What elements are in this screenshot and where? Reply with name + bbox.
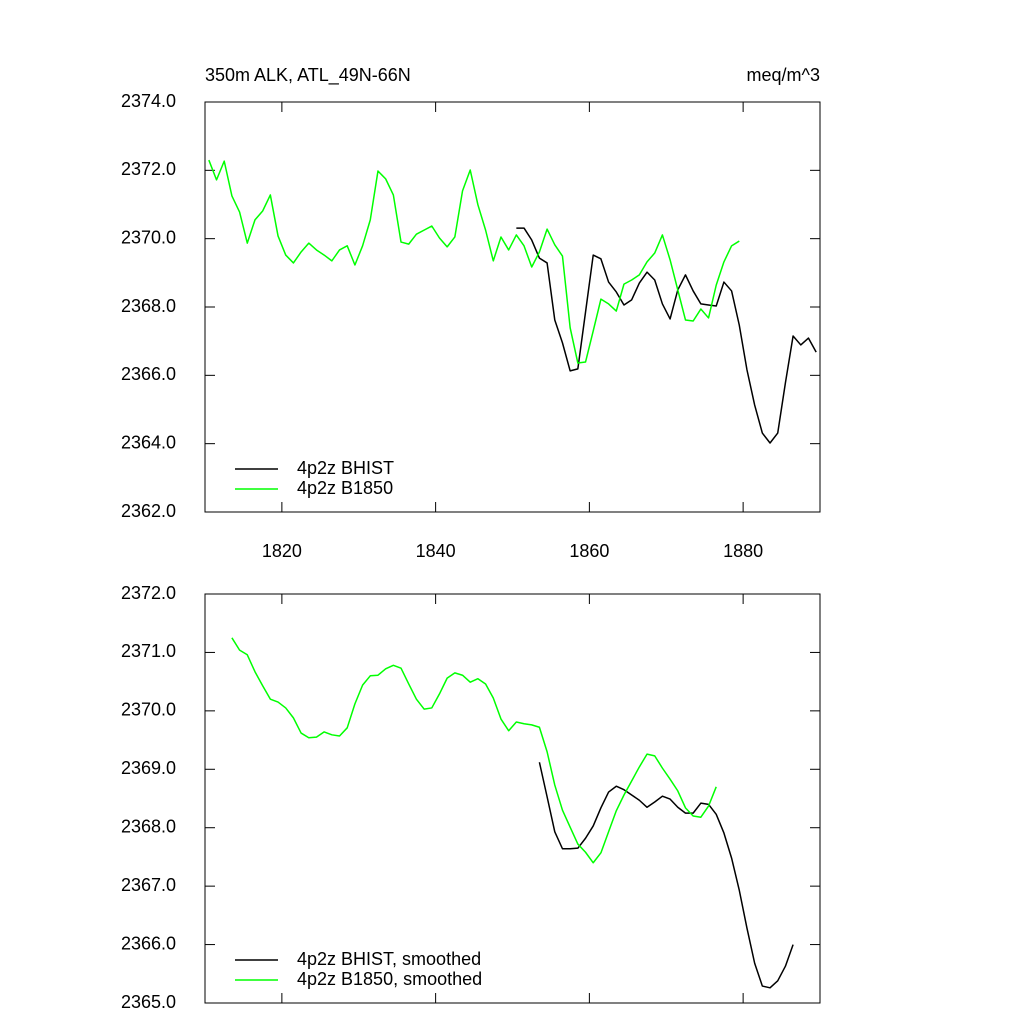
x-tick-label: 1840 (416, 541, 456, 561)
x-tick-label: 1860 (569, 541, 609, 561)
legend-label: 4p2z B1850 (297, 478, 393, 498)
y-tick-label: 2370.0 (121, 227, 176, 247)
x-tick-label: 1820 (262, 541, 302, 561)
series-line (231, 637, 717, 864)
legend-label: 4p2z BHIST (297, 458, 394, 478)
series-line (516, 227, 817, 444)
units-label: meq/m^3 (747, 65, 820, 85)
y-tick-label: 2367.0 (121, 875, 176, 895)
series-line (538, 762, 794, 989)
plot-frame (204, 593, 821, 1004)
legend-label: 4p2z B1850, smoothed (297, 969, 482, 989)
x-tick-label: 1880 (723, 541, 763, 561)
y-tick-label: 2366.0 (121, 364, 176, 384)
y-tick-label: 2368.0 (121, 816, 176, 836)
panel: 2365.0 2366.0 2367.0 2368.0 2369.0 2370.0 2371… (121, 583, 821, 1012)
plot-frame (204, 101, 821, 513)
series-line (208, 159, 740, 364)
y-tick-label: 2372.0 (121, 583, 176, 603)
y-tick-label: 2368.0 (121, 296, 176, 316)
y-tick-label: 2362.0 (121, 501, 176, 521)
y-tick-label: 2371.0 (121, 641, 176, 661)
panel: 350m ALK, ATL_49N-66N meq/m^3 2362.0 2364.0… (121, 65, 821, 561)
y-tick-label: 2364.0 (121, 432, 176, 452)
y-tick-label: 2374.0 (121, 91, 176, 111)
y-tick-label: 2372.0 (121, 159, 176, 179)
legend-label: 4p2z BHIST, smoothed (297, 949, 481, 969)
y-tick-label: 2370.0 (121, 700, 176, 720)
y-tick-label: 2369.0 (121, 758, 176, 778)
chart-title: 350m ALK, ATL_49N-66N (205, 65, 411, 86)
y-tick-label: 2365.0 (121, 992, 176, 1012)
y-tick-label: 2366.0 (121, 933, 176, 953)
